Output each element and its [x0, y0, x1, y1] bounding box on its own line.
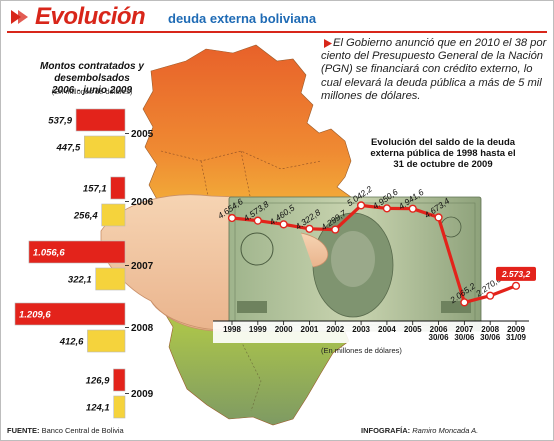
x-tick-label: 30/06: [454, 333, 475, 342]
data-point: [408, 204, 417, 213]
title-rule: [7, 31, 547, 33]
bar-value-label: 537,9: [48, 116, 72, 127]
x-tick-label: 2005: [404, 325, 422, 334]
bar-2007-series-1: [28, 240, 126, 264]
bar-2008-series-2: [87, 329, 126, 353]
page-subtitle: deuda externa boliviana: [168, 11, 317, 26]
x-tick-label: 2001: [301, 325, 319, 334]
x-tick-label: 30/06: [429, 333, 450, 342]
data-point: [382, 204, 392, 213]
year-label: 2009: [131, 389, 154, 400]
debt-series-line: [231, 203, 517, 304]
note-text: El Gobierno anunció que en 2010 el 38 po…: [321, 37, 547, 102]
bar-chart-title-line1: Montos contratados y desembolsados: [40, 61, 144, 84]
bar-2009-series-2: [113, 395, 126, 419]
year-label: 2008: [131, 323, 154, 334]
credit-note: INFOGRAFÍA: Ramiro Moncada A.: [361, 426, 478, 435]
bar-chart-title-line2: 2006 - junio 2009: [51, 85, 133, 96]
bar-2005-series-1: [75, 108, 126, 132]
line-chart-title-line1: Evolución del saldo de la deuda: [370, 137, 516, 148]
x-tick-label: 2009: [507, 325, 525, 334]
x-tick-label: 1998: [223, 325, 241, 334]
x-tick-label: 2008: [481, 325, 499, 334]
bar-value-label: 447,5: [56, 143, 81, 154]
x-tick-label: 31/09: [506, 333, 527, 342]
data-point: [356, 201, 366, 210]
x-tick-label: 2003: [352, 325, 370, 334]
arrow-icon: [11, 10, 28, 24]
credit-text: Ramiro Moncada A.: [412, 426, 479, 435]
bar-2009-series-1: [113, 368, 126, 392]
x-tick-label: 2004: [378, 325, 396, 334]
data-point: [253, 216, 262, 225]
bar-value-label: 1.209,6: [19, 310, 51, 321]
bar-value-label: 1.056,6: [33, 248, 65, 259]
x-tick-label: 2006: [430, 325, 448, 334]
x-tick-label: 2007: [455, 325, 473, 334]
arrow-icon: [324, 39, 332, 48]
bar-2005-series-2: [84, 135, 126, 159]
bar-value-label: 412,6: [59, 337, 84, 348]
bar-value-label: 126,9: [86, 376, 110, 387]
line-chart-units: (En millones de dólares): [321, 346, 402, 355]
bar-value-label: 256,4: [73, 211, 98, 222]
source-text: Banco Central de Bolivia: [41, 426, 124, 435]
bar-value-label: 322,1: [68, 275, 92, 286]
year-label: 2007: [131, 261, 154, 272]
source-note: FUENTE: Banco Central de Bolivia: [7, 426, 124, 435]
bar-2007-series-2: [95, 267, 126, 291]
data-value-label: 2.573,2: [501, 269, 531, 279]
bar-value-label: 157,1: [83, 184, 107, 195]
highlight-label-box: [496, 266, 536, 281]
bar-2006-series-1: [110, 176, 126, 200]
data-point: [279, 220, 288, 229]
data-point: [511, 281, 521, 290]
data-point: [460, 298, 469, 307]
data-point: [434, 213, 443, 222]
bar-chart-title: Montos contratados y desembolsados 2006 …: [7, 61, 177, 97]
source-label: FUENTE:: [7, 426, 40, 435]
page-title: Evolución: [35, 3, 146, 30]
year-label: 2005: [131, 129, 154, 140]
bar-2006-series-2: [101, 203, 126, 227]
data-point: [305, 224, 314, 233]
data-point: [331, 225, 340, 234]
line-chart-title-line3: 31 de octubre de 2009: [393, 159, 493, 170]
note-text-box: El Gobierno anunció que en 2010 el 38 po…: [321, 37, 549, 103]
credit-label: INFOGRAFÍA:: [361, 426, 411, 435]
bar-2008-series-1: [14, 302, 126, 326]
line-chart-title-line2: externa pública de 1998 hasta el: [370, 148, 516, 159]
data-point: [486, 291, 495, 300]
x-axis-band: [213, 321, 529, 343]
data-point: [227, 213, 237, 223]
bar-value-label: 124,1: [86, 403, 110, 414]
x-tick-label: 1999: [249, 325, 267, 334]
line-chart-title: Evolución del saldo de la deuda externa …: [363, 137, 523, 170]
year-label: 2006: [131, 197, 154, 208]
x-tick-label: 2002: [326, 325, 344, 334]
x-tick-label: 2000: [275, 325, 293, 334]
x-tick-label: 30/06: [480, 333, 501, 342]
bar-chart-units: (En millones de dólares): [51, 87, 133, 96]
